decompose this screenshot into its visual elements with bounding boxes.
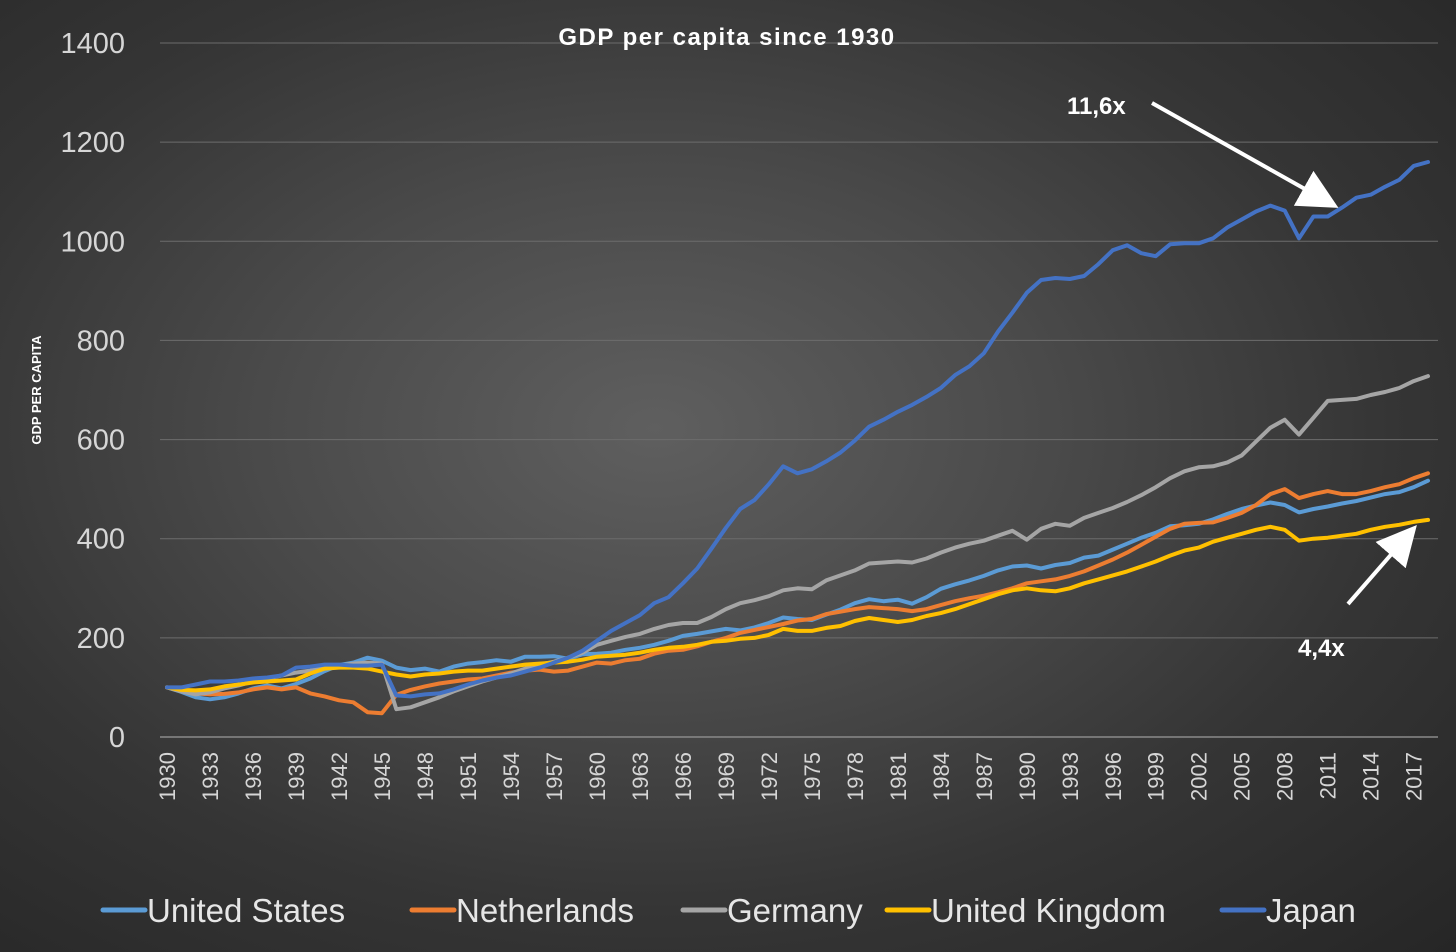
legend-label-germany: Germany: [727, 892, 863, 929]
y-tick-label: 800: [77, 325, 125, 357]
x-tick-label: 2017: [1402, 752, 1427, 801]
x-tick-label: 1945: [370, 752, 395, 801]
x-tick-label: 1966: [671, 752, 696, 801]
series-line-japan: [165, 160, 1430, 699]
y-tick-label: 1400: [60, 28, 125, 60]
x-tick-label: 1999: [1144, 752, 1169, 801]
legend-label-united-kingdom: United Kingdom: [931, 892, 1166, 929]
x-tick-label: 1981: [886, 752, 911, 801]
x-tick-label: 2005: [1230, 752, 1255, 801]
x-tick-label: 2014: [1359, 752, 1384, 801]
y-tick-label: 600: [77, 425, 125, 457]
series-line-netherlands: [165, 471, 1430, 716]
y-tick-label: 1200: [60, 127, 125, 159]
x-tick-label: 1993: [1058, 752, 1083, 801]
x-tick-label: 1948: [413, 752, 438, 801]
x-tick-label: 1996: [1101, 752, 1126, 801]
x-tick-label: 1957: [542, 752, 567, 801]
series-lines: [165, 160, 1430, 716]
legend-label-japan: Japan: [1266, 892, 1356, 929]
series-line-germany: [165, 374, 1430, 712]
y-tick-label: 0: [109, 722, 125, 754]
legend: United States Netherlands Germany United Ki…: [100, 892, 1356, 929]
chart-title: GDP per capita since 1930: [558, 24, 895, 51]
y-tick-label: 1000: [60, 226, 125, 258]
annotation-japan-label: 11,6x: [1067, 93, 1126, 120]
x-tick-label: 1972: [757, 752, 782, 801]
x-tick-label: 1942: [327, 752, 352, 801]
x-tick-label: 1930: [155, 752, 180, 801]
series-line-united-kingdom: [165, 517, 1430, 693]
y-tick-labels: 0 200 400 600 800 1000 1200 1400: [60, 28, 125, 754]
annotation-japan-arrow: [1151, 101, 1339, 208]
x-tick-label: 1969: [714, 752, 739, 801]
y-axis-label: GDP PER CAPITA: [29, 335, 44, 445]
x-tick-label: 1978: [843, 752, 868, 801]
x-tick-label: 1933: [198, 752, 223, 801]
annotations: 11,6x 4,4x: [1067, 93, 1417, 662]
x-tick-label: 1990: [1015, 752, 1040, 801]
x-tick-label: 2011: [1316, 752, 1341, 799]
x-tick-label: 1960: [585, 752, 610, 801]
x-tick-label: 2008: [1273, 752, 1298, 801]
x-tick-label: 1954: [499, 752, 524, 801]
x-tick-label: 1951: [456, 752, 481, 801]
legend-label-united-states: United States: [147, 892, 345, 929]
y-tick-label: 400: [77, 524, 125, 556]
x-tick-label: 1963: [628, 752, 653, 801]
x-tick-labels: 1930 1933 1936 1939 1942 1945 1948 1951 1954 1957…: [155, 752, 1427, 801]
x-tick-label: 1984: [929, 752, 954, 801]
grid-lines: [160, 42, 1438, 639]
annotation-uk-arrow: [1346, 524, 1417, 606]
annotation-uk-label: 4,4x: [1298, 635, 1345, 662]
x-tick-label: 1936: [241, 752, 266, 801]
x-tick-label: 2002: [1187, 752, 1212, 801]
x-tick-label: 1939: [284, 752, 309, 801]
y-tick-label: 200: [77, 623, 125, 655]
legend-label-netherlands: Netherlands: [456, 892, 634, 929]
x-tick-label: 1975: [800, 752, 825, 801]
x-tick-label: 1987: [972, 752, 997, 801]
